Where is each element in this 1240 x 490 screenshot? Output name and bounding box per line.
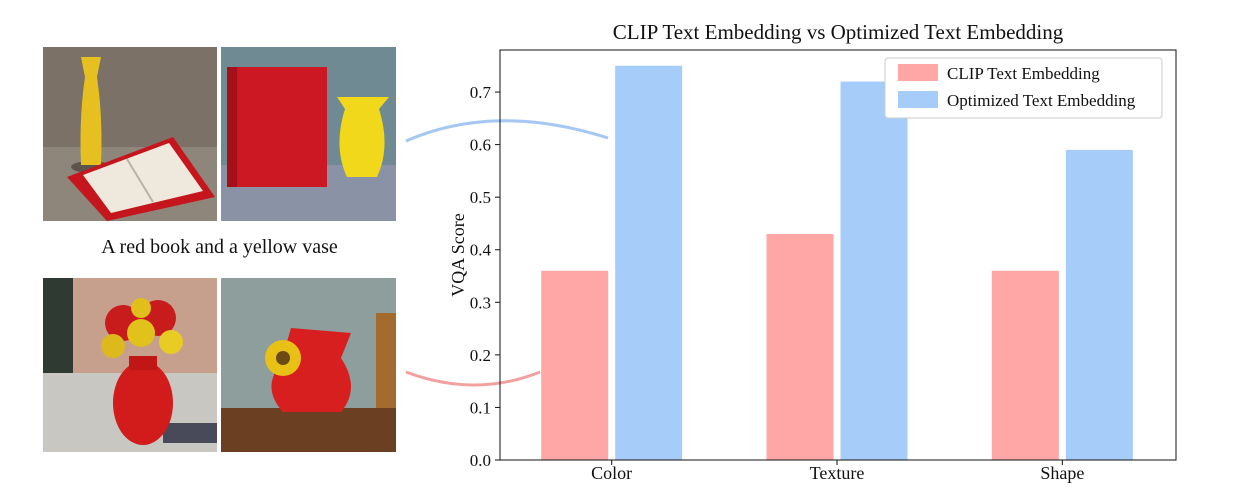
connector-curve-bottom <box>405 370 541 387</box>
bars-group <box>541 65 1133 461</box>
x-tick-label-shape: Shape <box>1040 463 1084 483</box>
y-tick-label: 0.7 <box>470 83 492 102</box>
x-tick-label-color: Color <box>591 463 632 483</box>
y-tick-label: 0.4 <box>470 241 492 260</box>
vqa-bar-chart: CLIP Text Embedding vs Optimized Text Em… <box>405 20 1177 483</box>
bar-color-clip <box>541 270 609 460</box>
bar-shape-optimized <box>1065 149 1133 460</box>
y-tick-label: 0.5 <box>470 188 491 207</box>
bar-texture-clip <box>766 233 834 460</box>
axes-frame <box>499 49 1177 461</box>
chart-title: CLIP Text Embedding vs Optimized Text Em… <box>613 20 1064 44</box>
y-tick-label: 0.3 <box>470 293 491 312</box>
legend-label-clip: CLIP Text Embedding <box>947 64 1100 83</box>
legend-swatch-optimized <box>898 91 938 108</box>
example-image-book-and-vase-1 <box>43 47 217 221</box>
example-image-red-vase-flowers <box>43 278 217 452</box>
y-tick-label: 0.1 <box>470 398 491 417</box>
x-axis-ticks: Color Texture Shape <box>591 460 1084 483</box>
y-tick-label: 0.6 <box>470 136 491 155</box>
bar-shape-clip <box>991 270 1059 460</box>
legend: CLIP Text Embedding Optimized Text Embedd… <box>884 57 1163 119</box>
bar-color-optimized <box>615 65 683 461</box>
legend-swatch-clip <box>898 64 938 81</box>
connector-curve-top <box>405 119 609 143</box>
x-tick-label-texture: Texture <box>810 463 865 483</box>
image-caption: A red book and a yellow vase <box>101 236 338 258</box>
y-axis-label: VQA Score <box>448 213 468 297</box>
y-axis-ticks: 0.0 0.1 0.2 0.3 0.4 0.5 0.6 0.7 <box>470 83 500 470</box>
legend-box <box>884 57 1163 119</box>
example-image-book-and-vase-2 <box>221 47 396 221</box>
legend-label-optimized: Optimized Text Embedding <box>947 91 1136 110</box>
example-image-red-vase-sunflower <box>221 278 396 452</box>
bar-texture-optimized <box>840 81 908 461</box>
y-tick-label: 0.0 <box>470 451 491 470</box>
y-tick-label: 0.2 <box>470 346 491 365</box>
